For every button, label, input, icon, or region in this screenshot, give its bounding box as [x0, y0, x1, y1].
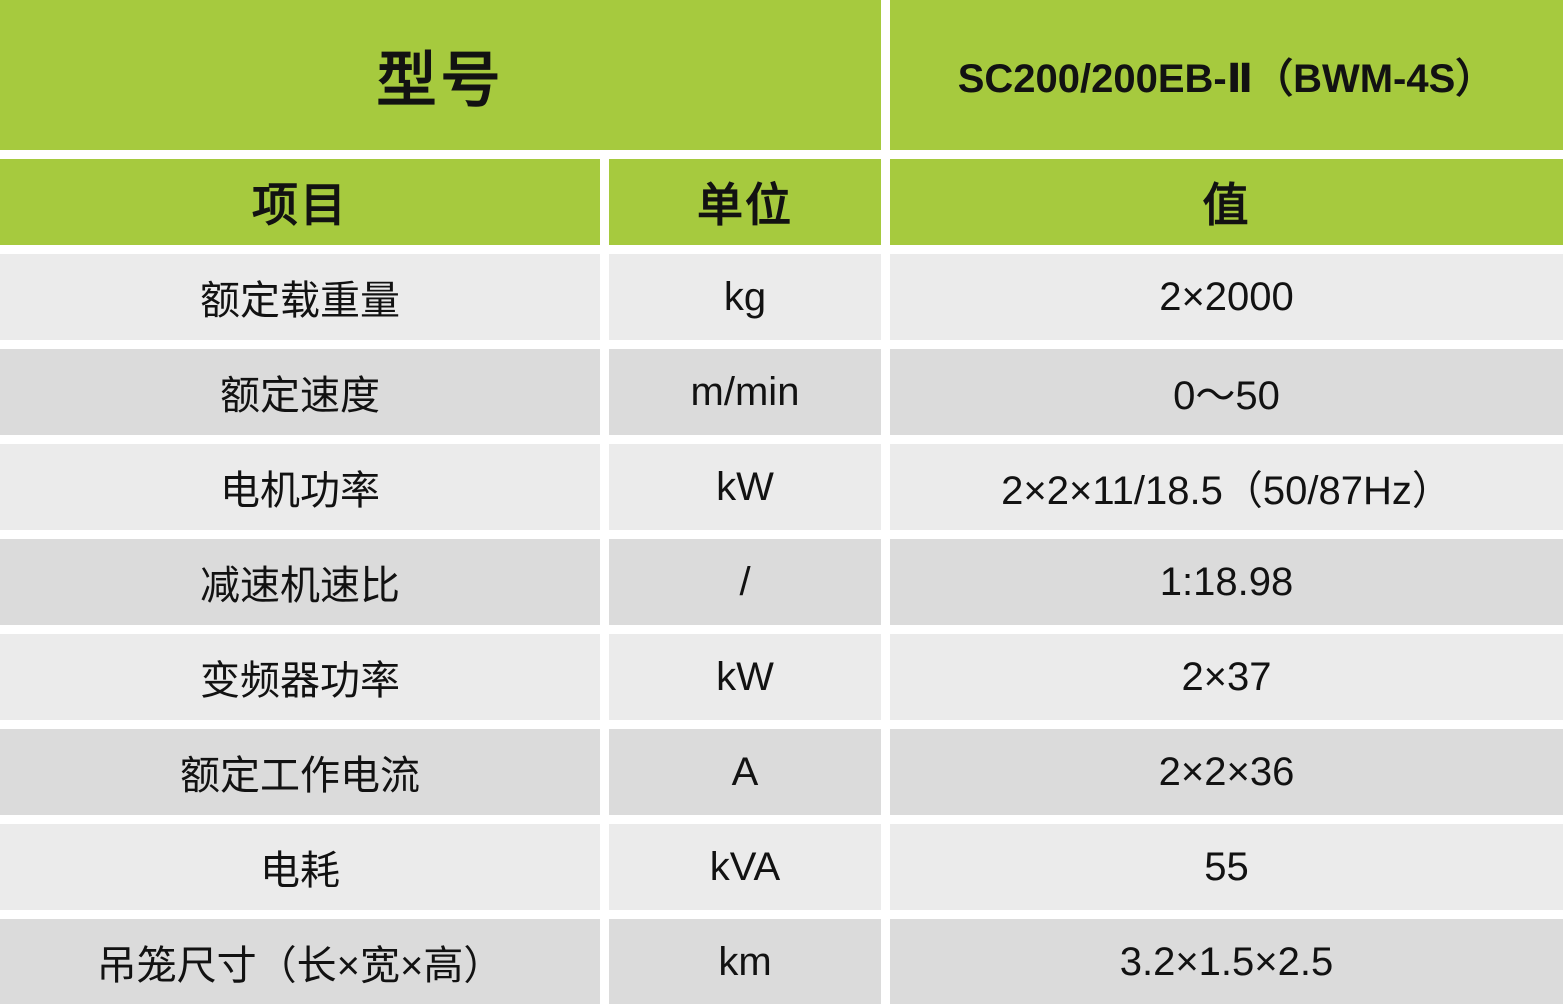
value-cell: 2×2000	[890, 254, 1563, 340]
unit-cell: /	[609, 539, 881, 625]
value-cell: 2×2×11/18.5（50/87Hz）	[890, 444, 1563, 530]
item-cell: 减速机速比	[0, 539, 600, 625]
table-row: 电机功率 kW 2×2×11/18.5（50/87Hz）	[0, 444, 1563, 530]
table-row: 吊笼尺寸（长×宽×高） km 3.2×1.5×2.5	[0, 919, 1563, 1004]
item-cell: 额定载重量	[0, 254, 600, 340]
unit-cell: m/min	[609, 349, 881, 435]
value-cell: 2×37	[890, 634, 1563, 720]
value-cell: 0～50	[890, 349, 1563, 435]
unit-cell: km	[609, 919, 881, 1004]
value-cell: 1:18.98	[890, 539, 1563, 625]
table-row: 额定工作电流 A 2×2×36	[0, 729, 1563, 815]
unit-cell: A	[609, 729, 881, 815]
value-cell: 2×2×36	[890, 729, 1563, 815]
item-cell: 变频器功率	[0, 634, 600, 720]
table-row: 减速机速比 / 1:18.98	[0, 539, 1563, 625]
value-cell: 55	[890, 824, 1563, 910]
column-header-row: 项目 单位 值	[0, 159, 1563, 245]
unit-cell: kVA	[609, 824, 881, 910]
column-header-item: 项目	[0, 159, 600, 245]
table-row: 额定速度 m/min 0～50	[0, 349, 1563, 435]
item-cell: 吊笼尺寸（长×宽×高）	[0, 919, 600, 1004]
table-row: 变频器功率 kW 2×37	[0, 634, 1563, 720]
column-header-value: 值	[890, 159, 1563, 245]
model-value-cell: SC200/200EB-Ⅱ（BWM-4S）	[890, 0, 1563, 150]
unit-cell: kW	[609, 444, 881, 530]
item-cell: 电耗	[0, 824, 600, 910]
model-header-row: 型号 SC200/200EB-Ⅱ（BWM-4S）	[0, 0, 1563, 150]
table-row: 电耗 kVA 55	[0, 824, 1563, 910]
item-cell: 额定工作电流	[0, 729, 600, 815]
item-cell: 电机功率	[0, 444, 600, 530]
model-label-cell: 型号	[0, 0, 881, 150]
table-row: 额定载重量 kg 2×2000	[0, 254, 1563, 340]
item-cell: 额定速度	[0, 349, 600, 435]
unit-cell: kW	[609, 634, 881, 720]
unit-cell: kg	[609, 254, 881, 340]
value-cell: 3.2×1.5×2.5	[890, 919, 1563, 1004]
column-header-unit: 单位	[609, 159, 881, 245]
